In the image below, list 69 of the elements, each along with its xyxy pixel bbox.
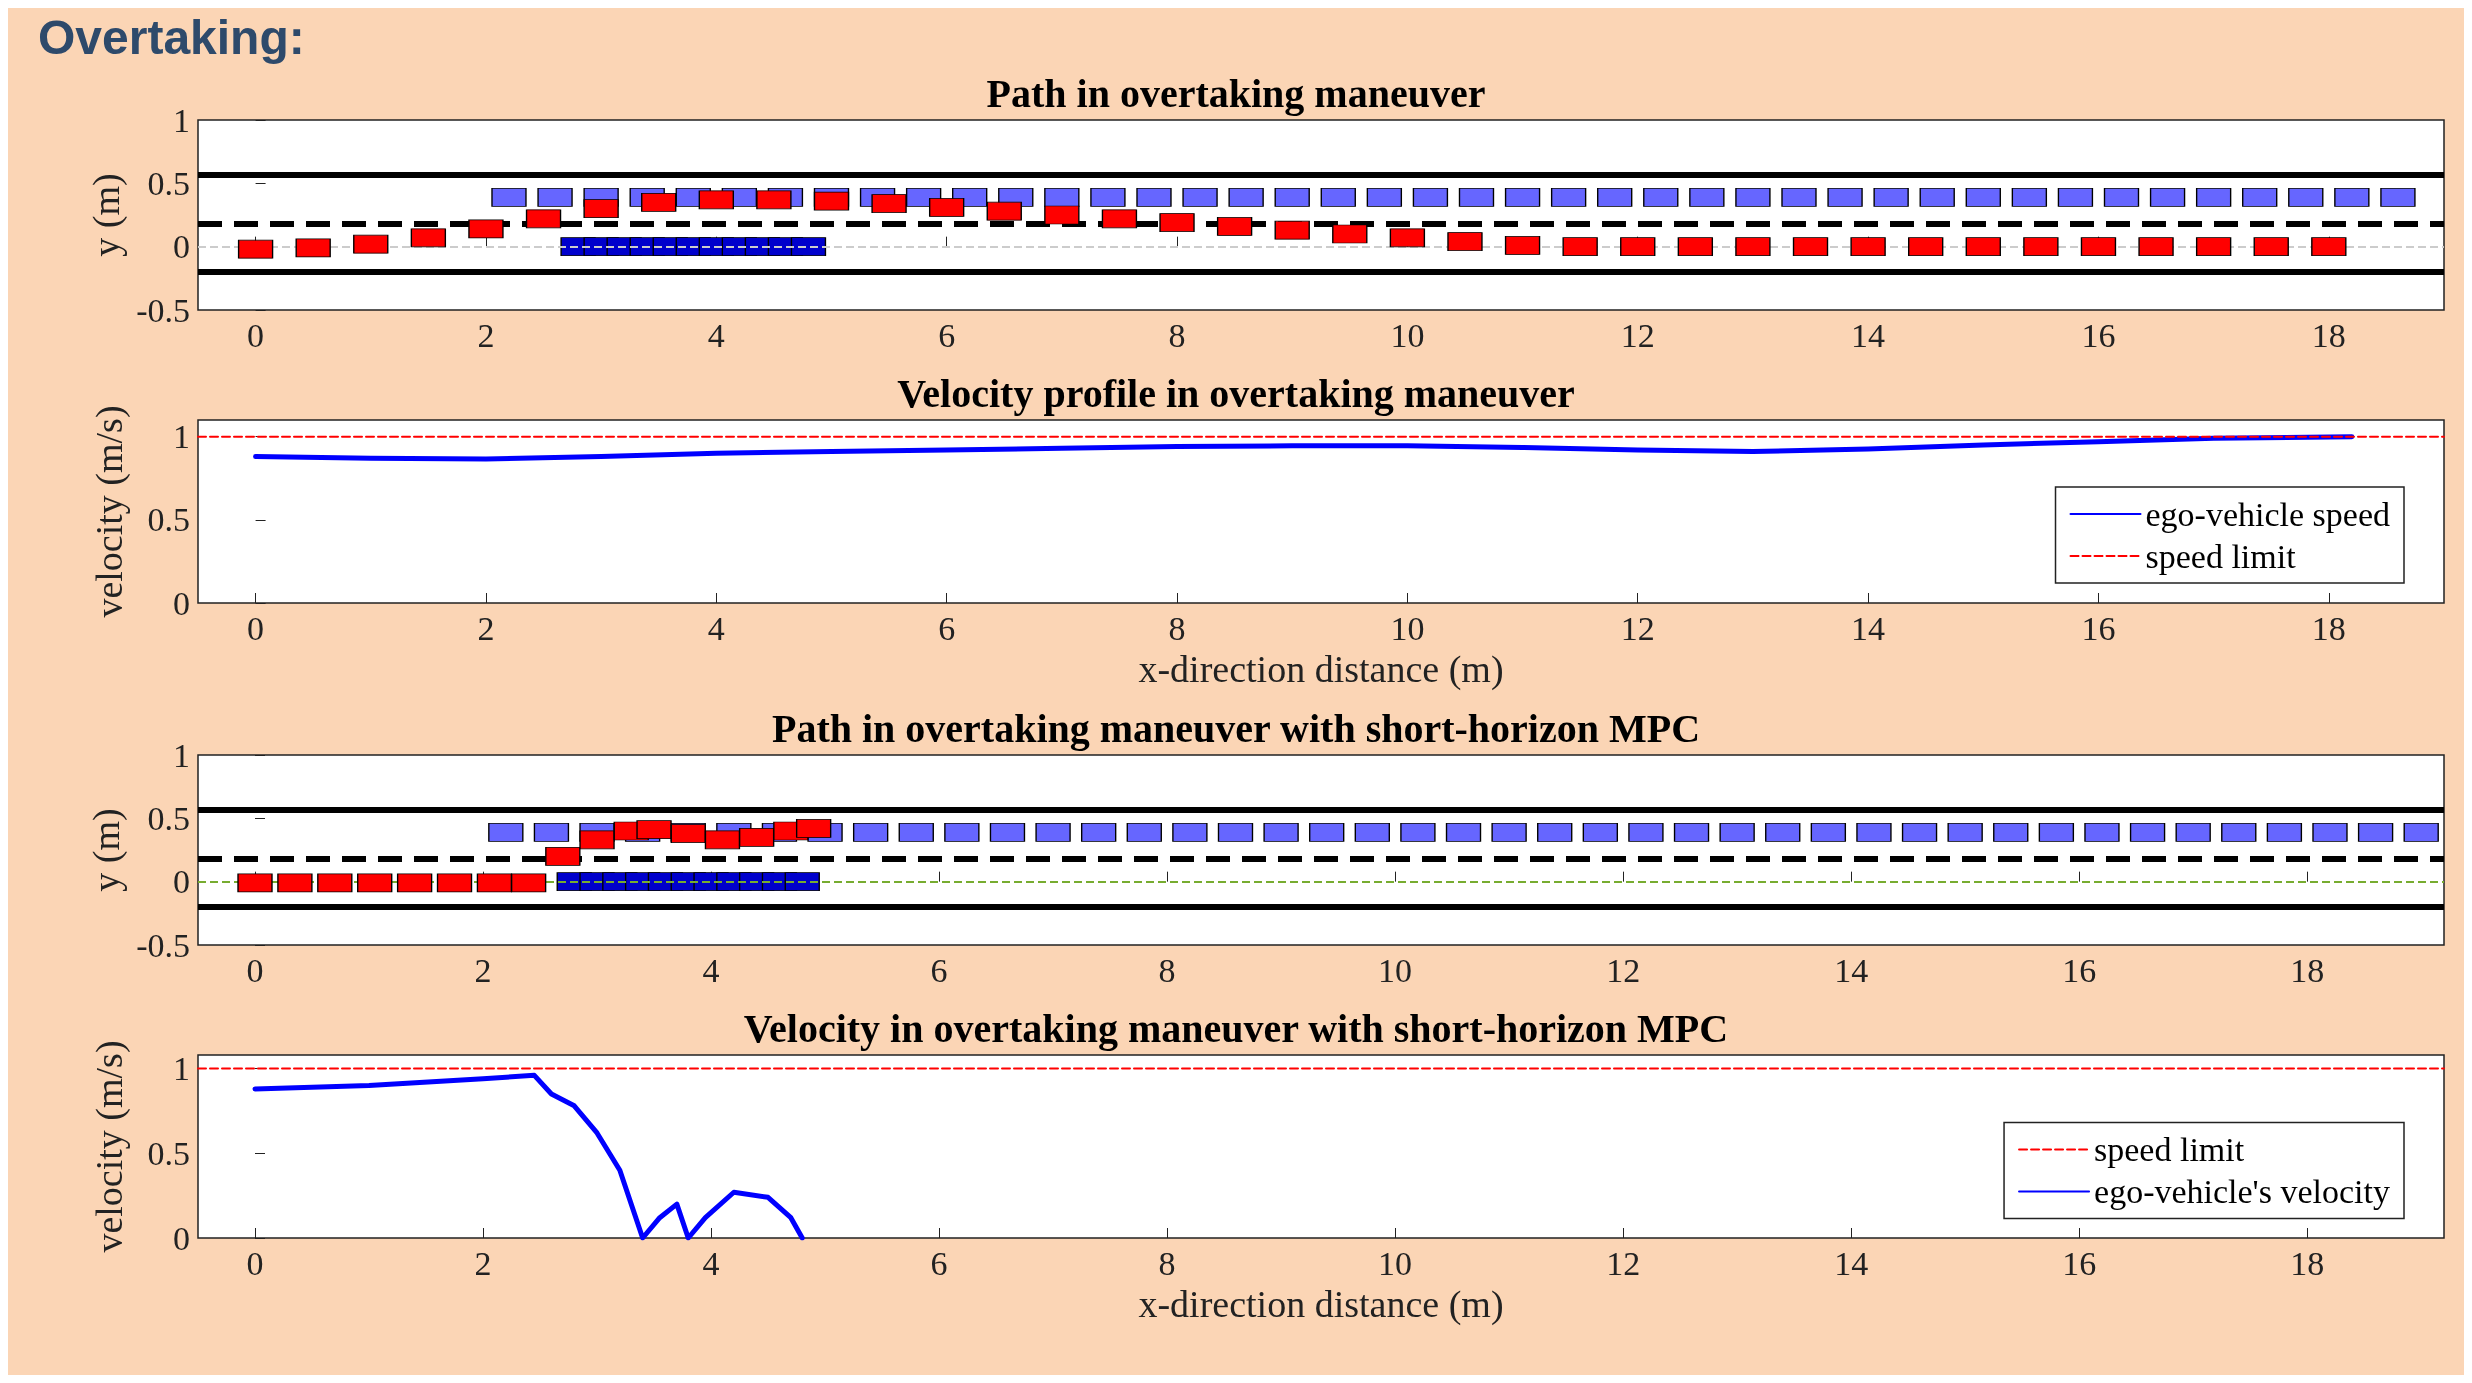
- y-tick-label: 1: [173, 736, 190, 774]
- legend-label: speed limit: [2094, 1131, 2245, 1168]
- x-tick-label: 6: [938, 609, 956, 647]
- y-tick-label: 0.5: [147, 501, 190, 539]
- y-tick-label: 1: [173, 1050, 190, 1088]
- x-tick-label: 8: [1158, 1244, 1176, 1282]
- x-tick-label: 12: [1606, 1244, 1641, 1282]
- x-axis-title: x-direction distance (m): [1138, 1282, 1504, 1326]
- y-axis-title: y (m): [85, 173, 129, 257]
- chart-title: Velocity in overtaking maneuver with short-horizon MPC: [743, 1005, 1729, 1051]
- y-tick-label: 0: [173, 228, 190, 266]
- x-tick-label: 18: [2290, 951, 2325, 989]
- x-tick-label: 12: [1606, 951, 1641, 989]
- x-tick-label: 4: [702, 1244, 720, 1282]
- x-tick-label: 2: [477, 316, 495, 354]
- y-tick-label: 0: [173, 584, 190, 622]
- x-tick-label: 10: [1390, 316, 1425, 354]
- x-tick-label: 12: [1620, 316, 1655, 354]
- x-tick-label: 12: [1620, 609, 1655, 647]
- y-axis-title: velocity (m/s): [88, 405, 131, 618]
- x-tick-label: 16: [2081, 609, 2116, 647]
- y-axis-title: y (m): [85, 808, 129, 892]
- legend-label: ego-vehicle speed: [2145, 495, 2391, 533]
- x-tick-label: 6: [930, 1244, 948, 1282]
- legend-label: ego-vehicle's velocity: [2094, 1173, 2391, 1210]
- chart-title: Path in overtaking maneuver: [986, 70, 1486, 116]
- y-tick-label: -0.5: [136, 291, 190, 329]
- x-tick-label: 2: [474, 951, 492, 989]
- y-tick-label: 0.5: [147, 1134, 190, 1172]
- x-axis-title: x-direction distance (m): [1138, 647, 1504, 691]
- x-tick-label: 16: [2062, 951, 2097, 989]
- x-tick-label: 10: [1378, 951, 1413, 989]
- x-tick-label: 14: [1851, 316, 1886, 354]
- x-tick-label: 4: [707, 316, 725, 354]
- x-tick-label: 18: [2311, 609, 2346, 647]
- chart-title: Path in overtaking maneuver with short-horizon MPC: [771, 705, 1701, 751]
- x-tick-label: 16: [2081, 316, 2116, 354]
- y-tick-label: 0.5: [147, 799, 190, 837]
- x-tick-label: 4: [702, 951, 720, 989]
- x-tick-label: 0: [247, 316, 265, 354]
- chart-title: Velocity profile in overtaking maneuver: [897, 370, 1575, 416]
- x-tick-label: 4: [707, 609, 725, 647]
- x-tick-label: 10: [1378, 1244, 1413, 1282]
- x-tick-label: 14: [1851, 609, 1886, 647]
- x-tick-label: 6: [938, 316, 956, 354]
- y-tick-label: 0.5: [147, 164, 190, 202]
- x-tick-label: 14: [1834, 1244, 1869, 1282]
- x-tick-label: 8: [1168, 316, 1186, 354]
- y-tick-label: 0: [173, 863, 190, 901]
- x-tick-label: 14: [1834, 951, 1869, 989]
- y-axis-title: velocity (m/s): [88, 1040, 131, 1253]
- x-tick-label: 0: [246, 1244, 264, 1282]
- x-tick-label: 0: [247, 609, 265, 647]
- x-tick-label: 2: [474, 1244, 492, 1282]
- x-tick-label: 16: [2062, 1244, 2097, 1282]
- text: Overtaking:: [38, 11, 305, 64]
- x-tick-label: 10: [1390, 609, 1425, 647]
- y-tick-label: -0.5: [136, 926, 190, 964]
- legend-label: speed limit: [2145, 537, 2297, 575]
- x-tick-label: 18: [2311, 316, 2346, 354]
- x-tick-label: 6: [930, 951, 948, 989]
- x-tick-label: 2: [477, 609, 495, 647]
- x-tick-label: 8: [1158, 951, 1176, 989]
- x-tick-label: 18: [2290, 1244, 2325, 1282]
- x-tick-label: 0: [246, 951, 264, 989]
- x-tick-label: 8: [1168, 609, 1186, 647]
- y-tick-label: 1: [173, 418, 190, 456]
- y-tick-label: 1: [173, 101, 190, 139]
- y-tick-label: 0: [173, 1219, 190, 1257]
